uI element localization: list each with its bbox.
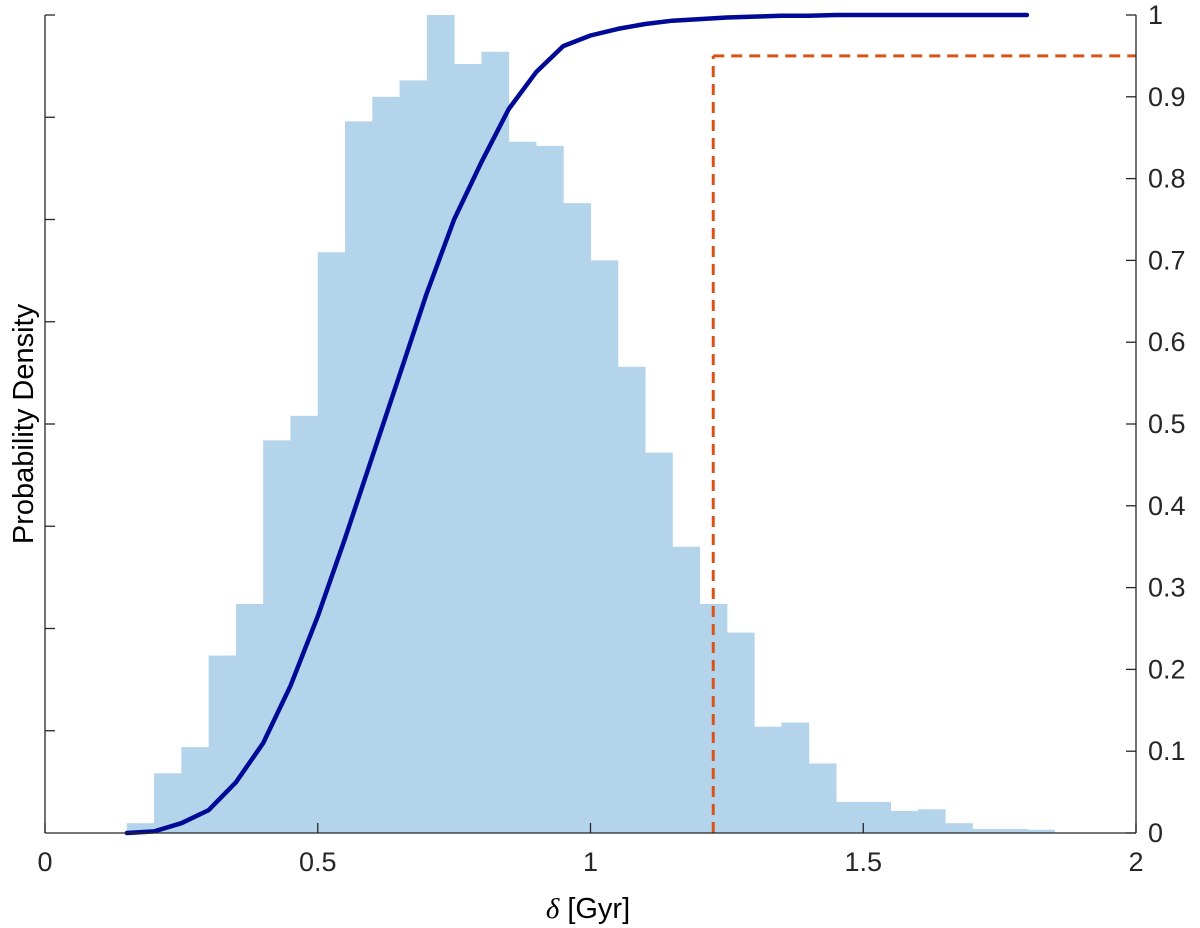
right-y-tick-label: 0.1 [1148, 736, 1186, 766]
histogram-bar [890, 810, 919, 833]
right-y-tick-label: 1 [1148, 0, 1163, 30]
axes [44, 14, 1137, 834]
histogram-bar [126, 823, 155, 833]
histogram-bar [535, 145, 564, 833]
histogram-bar [399, 80, 428, 833]
right-y-tick-label: 0 [1148, 818, 1163, 848]
histogram-bar [481, 51, 510, 834]
histogram-bar [372, 96, 401, 834]
cdf-line-group [124, 12, 1030, 836]
histogram-bar [972, 828, 1001, 833]
threshold-lines [711, 54, 1136, 833]
histogram-bar [999, 828, 1028, 833]
histogram-bar [645, 452, 673, 833]
histogram-bar [672, 546, 701, 833]
right-y-tick-label: 0.2 [1148, 654, 1186, 684]
histogram-bar [508, 141, 537, 834]
x-tick-label: 0 [37, 847, 52, 877]
histogram-bar [235, 603, 264, 833]
histogram-bar [345, 121, 373, 834]
histogram-bar [563, 203, 591, 833]
right-y-tick-label: 0.6 [1148, 327, 1186, 357]
histogram-bar [317, 252, 346, 834]
histogram-bar [617, 366, 646, 833]
x-tick-label: 1.5 [844, 847, 882, 877]
histogram-bar [835, 801, 864, 833]
right-y-tick-label: 0.5 [1148, 409, 1186, 439]
histogram-bar [263, 440, 291, 833]
x-tick-label: 2 [1128, 847, 1143, 877]
x-tick-label: 1 [583, 847, 598, 877]
x-axis-title: δ [Gyr] [546, 893, 630, 925]
histogram-bar [454, 64, 482, 833]
histogram-bar [426, 15, 455, 833]
x-tick-label: 0.5 [299, 847, 337, 877]
histogram-bar [726, 632, 755, 833]
right-y-tick-label: 0.7 [1148, 245, 1186, 275]
histogram-bar [917, 809, 946, 833]
histogram-bar [590, 260, 619, 833]
histogram-bar [808, 763, 837, 833]
x-axis-symbol: δ [546, 893, 560, 925]
x-axis-units: [Gyr] [567, 893, 630, 925]
right-y-tick-label: 0.3 [1148, 573, 1186, 603]
right-y-tick-label: 0.8 [1148, 164, 1186, 194]
right-y-tick-label: 0.9 [1148, 82, 1186, 112]
histogram-bar [781, 722, 810, 833]
histogram-bar [754, 726, 782, 833]
histogram-bar [945, 823, 973, 833]
right-y-tick-label: 0.4 [1148, 491, 1186, 521]
histogram-bar [1026, 829, 1055, 833]
y-axis-title: Probability Density [8, 303, 40, 544]
histogram-bar [863, 801, 892, 833]
histogram-bars [126, 15, 1055, 834]
cdf-line [124, 12, 1030, 836]
tick-labels: 0 0.5 1 1.5 200.10.20.30.40.50.60.70.80.91 [37, 0, 1185, 877]
